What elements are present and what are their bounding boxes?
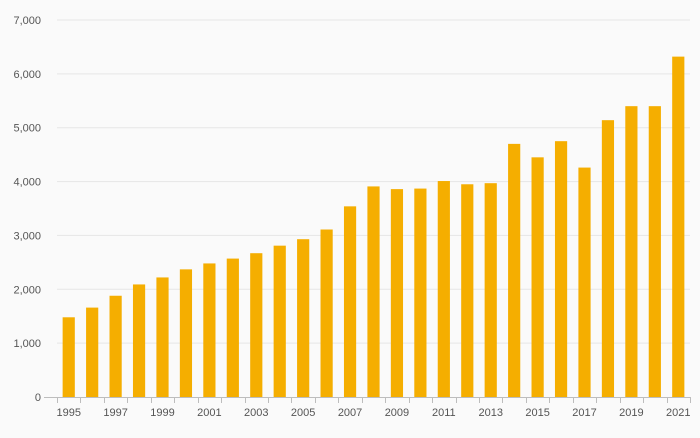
bar-1996: [86, 307, 99, 397]
bar-2002: [226, 258, 239, 397]
x-tick-label: 2017: [572, 407, 596, 419]
x-tick-label: 2013: [478, 407, 502, 419]
bar-2011: [437, 181, 450, 397]
x-tick-label: 2021: [666, 407, 690, 419]
bar-2004: [273, 245, 286, 397]
bar-1999: [156, 277, 169, 397]
x-tick-label: 2019: [619, 407, 643, 419]
axes: 0 1,000 2,000 3,000 4,000 5,000 6,000 7,000 1995…: [13, 15, 691, 419]
bar-2008: [367, 186, 380, 397]
bar-2016: [554, 141, 568, 397]
y-tick-label: 3,000: [13, 230, 41, 242]
x-tick-label: 1995: [56, 407, 80, 419]
bar-2020: [648, 106, 661, 398]
x-tick-label: 2015: [525, 407, 549, 419]
bar-2007: [343, 206, 357, 397]
bar-2013: [484, 183, 497, 397]
y-tick-label: 0: [35, 392, 41, 404]
bar-1998: [132, 284, 146, 397]
y-tick-label: 7,000: [13, 15, 41, 27]
bar-2000: [179, 269, 193, 397]
bar-2015: [531, 157, 544, 397]
bar-2009: [390, 189, 404, 397]
bar-2021: [672, 56, 685, 397]
y-tick-label: 6,000: [13, 69, 41, 81]
bar-2019: [625, 106, 638, 398]
bar-2001: [203, 263, 216, 397]
y-tick-label: 2,000: [13, 284, 41, 296]
bar-1995: [62, 317, 75, 397]
bar-2018: [601, 120, 615, 397]
x-tick-label: 1997: [103, 407, 127, 419]
x-tick-label: 2011: [432, 407, 456, 419]
x-tick-label: 2009: [385, 407, 409, 419]
bar-2012: [461, 184, 474, 397]
bar-2003: [250, 253, 263, 397]
y-tick-label: 4,000: [13, 177, 41, 189]
bar-1997: [109, 295, 122, 397]
y-tick-label: 1,000: [13, 338, 41, 350]
y-tick-label: 5,000: [13, 123, 41, 135]
bar-2005: [297, 239, 310, 397]
x-tick-label: 1999: [150, 407, 174, 419]
bar-2006: [320, 229, 333, 397]
bar-2010: [414, 188, 427, 397]
bar-2017: [578, 167, 591, 397]
x-tick-label: 2005: [291, 407, 315, 419]
x-tick-label: 2003: [244, 407, 268, 419]
bar-2014: [508, 143, 521, 397]
x-tick-label: 2001: [197, 407, 221, 419]
x-tick-label: 2007: [338, 407, 362, 419]
bars: [62, 56, 685, 398]
